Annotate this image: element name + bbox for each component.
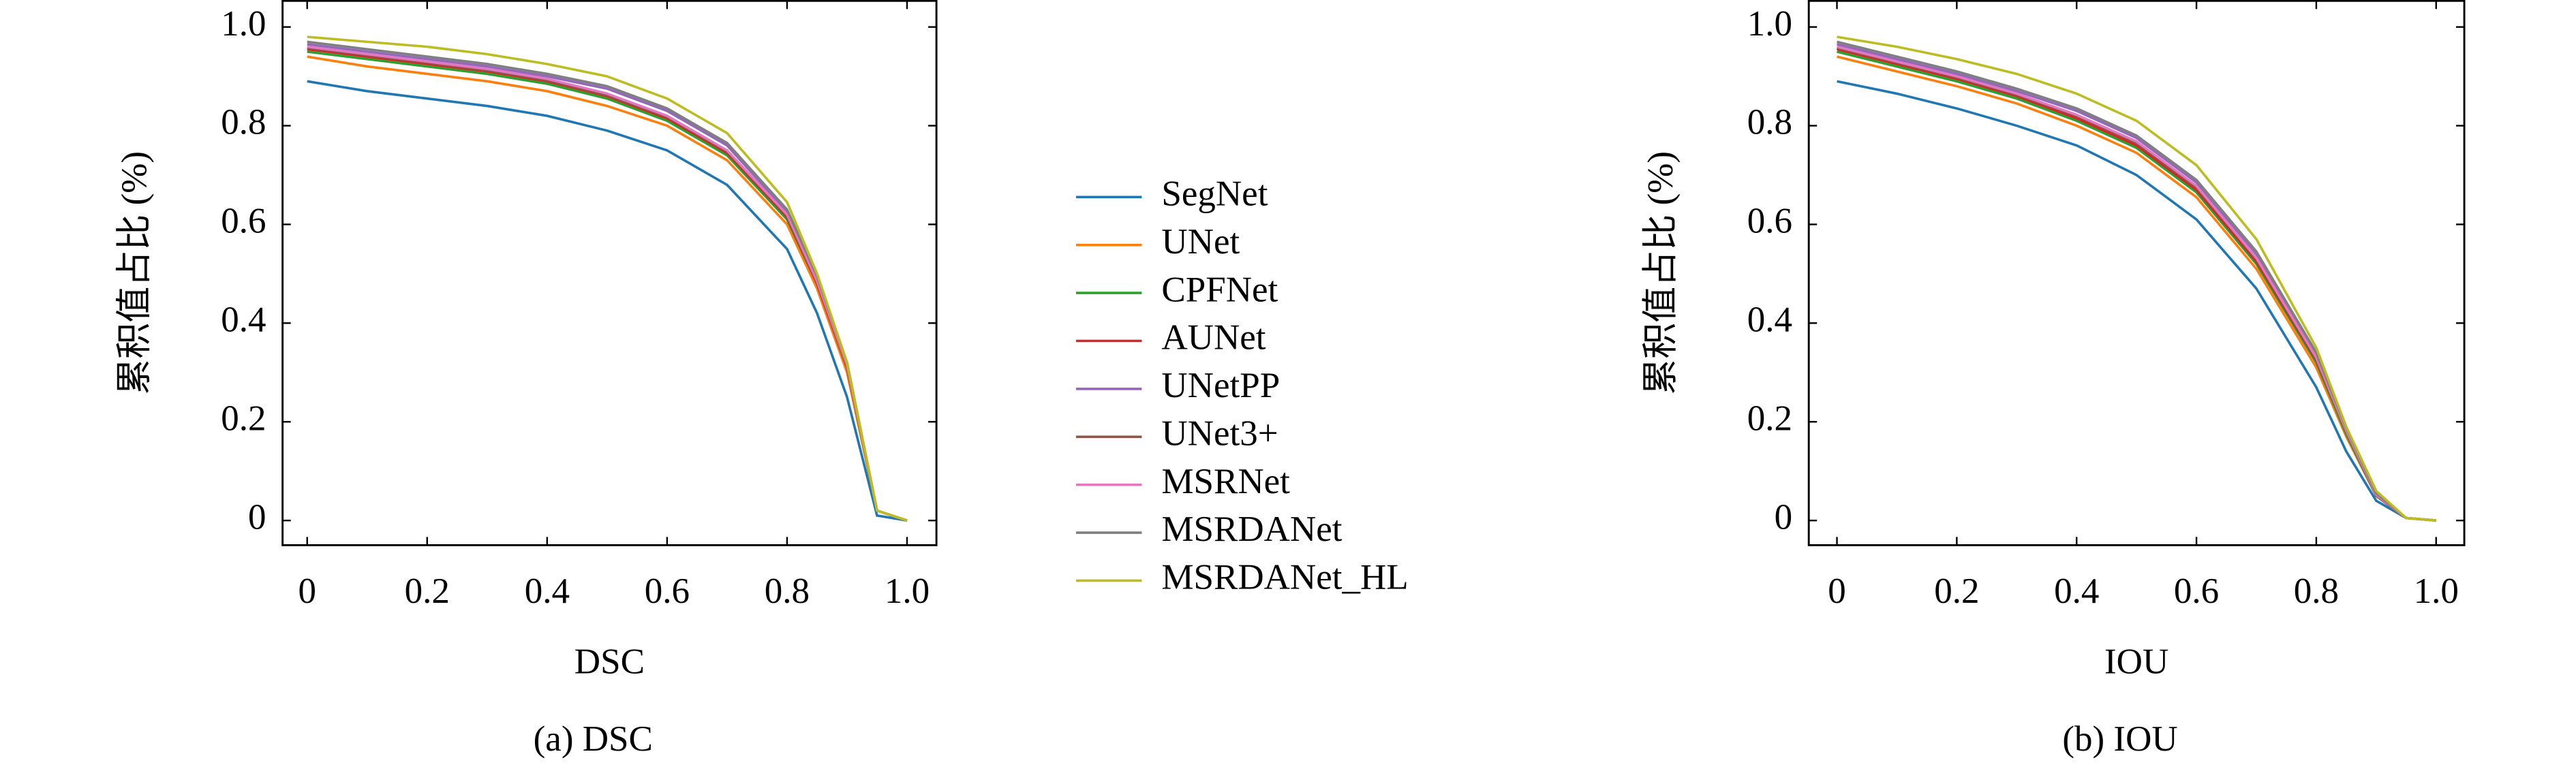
series-line: [307, 35, 908, 522]
x-axis-label: DSC: [574, 642, 645, 682]
legend-label: CPFNet: [1161, 270, 1278, 309]
x-tick-label: 0.2: [405, 571, 450, 611]
legend-label: AUNet: [1161, 318, 1266, 358]
series-line: [1837, 40, 2436, 522]
legend-label: SegNet: [1161, 174, 1268, 213]
plot-frame: [281, 0, 938, 546]
y-tick-label: 0: [1775, 497, 1793, 537]
series-line: [307, 80, 908, 522]
plot-frame: [1807, 0, 2466, 546]
x-tick-label: 1.0: [2414, 571, 2459, 611]
y-tick-label: 0.2: [1747, 398, 1792, 438]
x-tick-label: 0.4: [2054, 571, 2099, 611]
x-tick-label: 0.6: [645, 571, 690, 611]
caption: (b) IOU: [2062, 719, 2177, 759]
x-tick-label: 0: [298, 571, 316, 611]
x-axis-label: IOU: [2104, 642, 2168, 682]
y-tick-label: 0: [248, 497, 266, 537]
y-tick-label: 0.6: [221, 202, 266, 241]
y-axis-label: 累积值占比 (%): [1641, 151, 1681, 395]
y-tick-label: 0.4: [1747, 300, 1792, 340]
y-tick-label: 0.2: [221, 398, 266, 438]
y-tick-label: 0.6: [1747, 202, 1792, 241]
x-tick-label: 1.0: [885, 571, 930, 611]
y-tick-label: 1.0: [221, 4, 266, 44]
legend-label: UNet3+: [1161, 413, 1278, 453]
series-line: [307, 55, 908, 522]
y-axis-label: 累积值占比 (%): [115, 151, 155, 395]
x-tick-label: 0: [1828, 571, 1846, 611]
y-tick-label: 0.8: [221, 103, 266, 142]
x-tick-label: 0.4: [525, 571, 570, 611]
series-line: [307, 45, 908, 522]
x-tick-label: 0.6: [2174, 571, 2219, 611]
legend-label: UNetPP: [1161, 366, 1280, 405]
legend-label: MSRNet: [1161, 462, 1290, 501]
legend-label: UNet: [1161, 222, 1240, 262]
caption: (a) DSC: [534, 719, 653, 759]
series-line: [1837, 80, 2436, 522]
legend-label: MSRDANet_HL: [1161, 558, 1408, 597]
y-tick-label: 0.4: [221, 300, 266, 340]
x-tick-label: 0.2: [1934, 571, 1979, 611]
x-tick-label: 0.8: [2294, 571, 2339, 611]
series-line: [1837, 35, 2436, 522]
y-tick-label: 1.0: [1747, 4, 1792, 44]
y-tick-label: 0.8: [1747, 103, 1792, 142]
x-tick-label: 0.8: [765, 571, 810, 611]
legend-label: MSRDANet: [1161, 509, 1342, 549]
